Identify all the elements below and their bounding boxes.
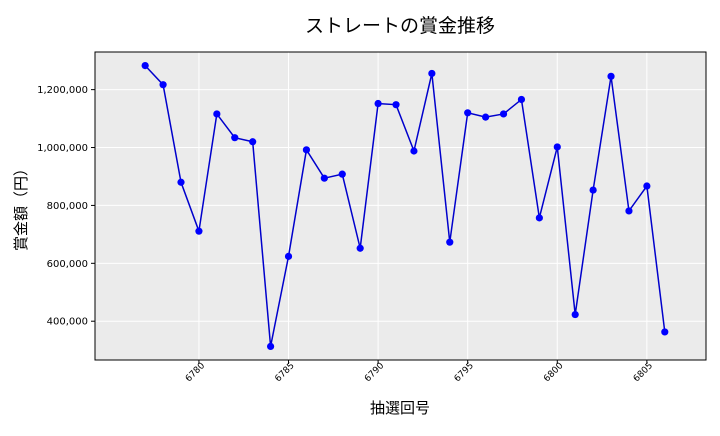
y-axis-label: 賞金額（円） xyxy=(12,161,30,251)
data-point xyxy=(553,143,561,151)
chart-title: ストレートの賞金推移 xyxy=(305,15,495,37)
x-tick-label: 6795 xyxy=(453,361,476,384)
data-point xyxy=(266,342,275,350)
data-series xyxy=(141,62,669,350)
data-point xyxy=(338,170,346,178)
data-point xyxy=(482,113,490,121)
data-point xyxy=(374,99,382,108)
x-tick-label: 6785 xyxy=(273,361,296,384)
data-point xyxy=(625,207,633,215)
data-point xyxy=(231,134,239,142)
data-point xyxy=(159,81,167,89)
data-point xyxy=(607,72,615,80)
data-point xyxy=(141,62,149,70)
data-point xyxy=(661,328,669,336)
y-tick-label: 1,200,000 xyxy=(37,85,88,96)
data-point xyxy=(302,146,311,154)
data-point xyxy=(517,95,526,104)
data-point xyxy=(499,110,508,118)
data-point xyxy=(177,178,185,186)
data-point xyxy=(213,110,221,118)
x-tick-label: 6805 xyxy=(632,361,655,384)
y-tick-label: 1,000,000 xyxy=(37,143,88,154)
data-point xyxy=(356,244,364,252)
data-point xyxy=(410,147,418,155)
data-point xyxy=(320,174,328,182)
data-point xyxy=(284,252,293,260)
data-point xyxy=(446,238,454,246)
data-point xyxy=(464,109,472,117)
y-tick-label: 400,000 xyxy=(47,317,88,328)
data-point xyxy=(535,214,543,222)
data-point xyxy=(195,227,203,235)
plot-background xyxy=(95,52,706,360)
x-tick-label: 6800 xyxy=(542,361,565,384)
series-line xyxy=(144,65,666,347)
data-point xyxy=(392,101,400,109)
plot-frame xyxy=(94,51,707,361)
y-tick-label: 600,000 xyxy=(47,259,88,270)
x-axis-label: 抽選回号 xyxy=(370,399,430,417)
y-tick-label: 800,000 xyxy=(47,201,88,212)
x-tick-label: 6780 xyxy=(184,361,207,384)
data-point xyxy=(571,310,579,319)
data-point xyxy=(643,182,651,190)
data-point xyxy=(589,186,597,194)
data-point xyxy=(428,69,436,78)
x-tick-label: 6790 xyxy=(363,361,386,384)
data-point xyxy=(249,138,257,146)
